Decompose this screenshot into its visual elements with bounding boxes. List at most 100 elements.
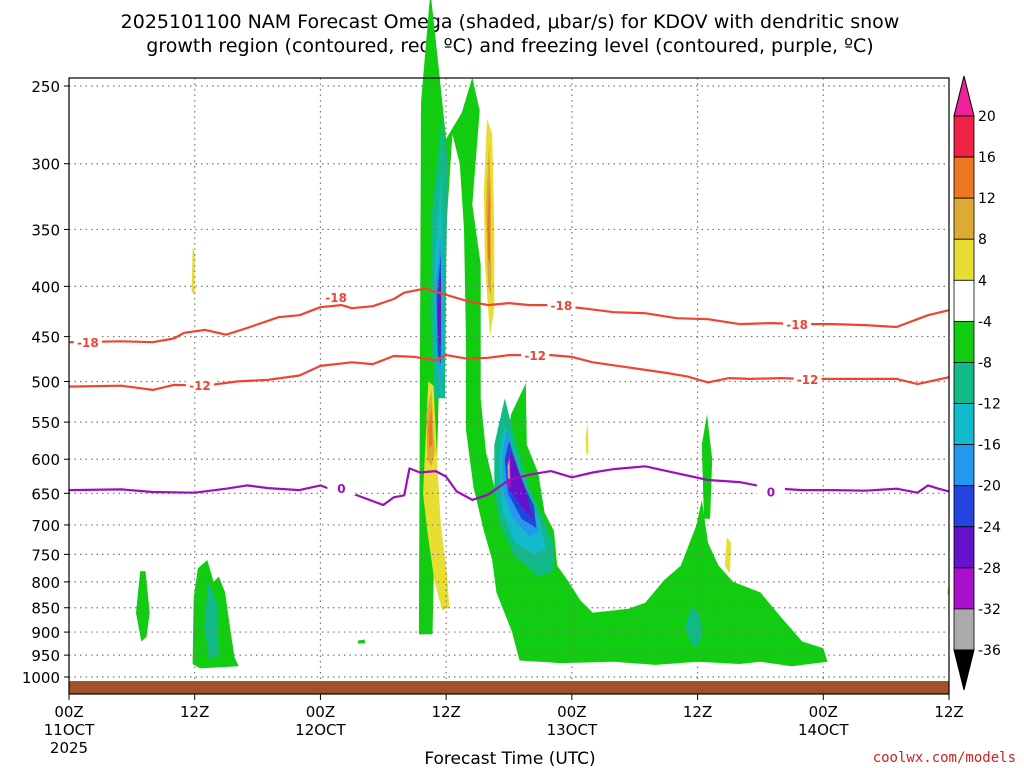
contour-line-2 [68, 465, 950, 507]
y-tick-label-1000: 1000 [22, 669, 60, 687]
y-tick-label-750: 750 [31, 546, 60, 564]
omega-shading-layer [136, 0, 949, 669]
y-tick-label-400: 400 [31, 278, 60, 296]
x-tick-label-36-0: 12Z [431, 703, 460, 721]
colorbar-label-5: -4 [978, 314, 992, 330]
y-tick-label-500: 500 [31, 374, 60, 392]
contour-line-0 [68, 287, 950, 344]
title-line-1: 2025101100 NAM Forecast Omega (shaded, μ… [121, 11, 900, 33]
contour-label-0-3: -18 [786, 318, 808, 332]
colorbar-band-9 [953, 485, 975, 528]
contour-label-1-1: -12 [524, 349, 546, 363]
colorbar-label-0: 20 [978, 109, 996, 125]
contour-label-bg-0-3 [783, 316, 812, 332]
omega-region-16 [506, 452, 534, 519]
colorbar-label-4: 4 [978, 273, 987, 289]
y-tick-label-700: 700 [31, 517, 60, 535]
grid-layer [69, 78, 949, 694]
contour-label-bg-1-0 [185, 376, 214, 392]
colorbar-band-6 [953, 362, 975, 404]
x-tick-label-0-0: 00Z [54, 703, 83, 721]
contour-label-1-2: -12 [797, 373, 819, 387]
x-tick-label-72-1: 14OCT [798, 721, 849, 739]
omega-region-21 [191, 247, 195, 295]
x-axis-title: Forecast Time (UTC) [424, 749, 595, 768]
omega-region-23 [724, 537, 732, 574]
title-group: 2025101100 NAM Forecast Omega (shaded, μ… [121, 11, 900, 57]
ground-surface-bar [69, 681, 949, 694]
x-tick-label-24-1: 12OCT [295, 721, 346, 739]
contour-label-0-0: -18 [77, 336, 99, 350]
x-tick-label-0-1: 11OCT [44, 721, 95, 739]
omega-region-27 [428, 406, 433, 449]
colorbar-band-3 [953, 238, 975, 281]
contour-label-0-2: -18 [551, 299, 573, 313]
contour-label-bg-2-1 [756, 483, 785, 499]
y-tick-label-600: 600 [31, 451, 60, 469]
contour-label-bg-0-2 [547, 297, 576, 313]
title-line-2: growth region (contoured, red, ºC) and f… [146, 35, 873, 57]
contour-label-bg-2-0 [327, 480, 356, 496]
x-tick-label-12-0: 12Z [180, 703, 209, 721]
x-tick-label-24-0: 00Z [306, 703, 335, 721]
colorbar-label-12: -32 [978, 602, 1001, 618]
contour-label-2-1: 0 [767, 485, 775, 499]
y-tick-label-250: 250 [31, 78, 60, 96]
x-tick-label-48-0: 00Z [557, 703, 586, 721]
contour-layer: -18 -18 -18 -18 -12 -12 -12 0 0 [68, 287, 950, 507]
contour-label-0-1: -18 [325, 291, 347, 305]
colorbar-label-7: -12 [978, 397, 1001, 413]
colorbar-band-8 [953, 444, 975, 487]
omega-region-4 [358, 639, 366, 644]
plot-frame [68, 77, 950, 695]
omega-region-7 [204, 581, 219, 660]
contour-line-1 [68, 354, 950, 391]
contour-label-bg-0-1 [322, 288, 351, 304]
colorbar-band-12 [953, 608, 975, 651]
colorbar-label-1: 16 [978, 150, 996, 166]
colorbar-label-2: 12 [978, 191, 996, 207]
colorbar-label-10: -24 [978, 520, 1001, 536]
y-tick-label-450: 450 [31, 329, 60, 347]
contour-label-2-0: 0 [337, 482, 345, 496]
omega-region-22 [585, 422, 589, 456]
x-tick-label-84-0: 12Z [934, 703, 963, 721]
contour-label-bg-0-0 [73, 334, 102, 350]
colorbar-label-11: -28 [978, 561, 1001, 577]
colorbar-band-5 [953, 320, 975, 363]
colorbar-band-7 [953, 403, 975, 446]
colorbar-label-3: 8 [978, 232, 987, 248]
colorbar-band-2 [953, 197, 975, 240]
colorbar-band-1 [953, 156, 975, 199]
colorbar-label-13: -36 [978, 643, 1001, 659]
x-tick-label-0-2: 2025 [50, 739, 88, 757]
colorbar-band-0 [953, 115, 975, 158]
y-tick-label-800: 800 [31, 574, 60, 592]
y-tick-label-350: 350 [31, 221, 60, 239]
colorbar-band-4 [953, 279, 975, 322]
colorbar-top-cap [953, 75, 975, 117]
omega-region-3 [701, 414, 713, 519]
x-tick-label-72-0: 00Z [809, 703, 838, 721]
x-tick-label-48-1: 13OCT [547, 721, 598, 739]
contour-label-1-0: -12 [189, 379, 211, 393]
colorbar-label-8: -16 [978, 438, 1001, 454]
omega-region-18 [507, 459, 510, 480]
x-tick-label-60-0: 12Z [683, 703, 712, 721]
y-tick-label-300: 300 [31, 156, 60, 174]
credit-text: coolwx.com/models [873, 750, 1016, 766]
colorbar-band-10 [953, 526, 975, 569]
y-tick-label-550: 550 [31, 414, 60, 432]
omega-region-2 [136, 571, 150, 642]
omega-region-28 [487, 177, 491, 265]
y-tick-label-950: 950 [31, 647, 60, 665]
contour-label-bg-1-2 [793, 370, 822, 386]
y-axis: 250 300 350 400 450 500 550 600 650 700 750 800 850 9… [22, 78, 69, 687]
colorbar-bottom-cap [953, 649, 975, 691]
omega-region-15 [437, 270, 441, 346]
colorbar-label-6: -8 [978, 355, 992, 371]
colorbar-label-9: -20 [978, 479, 1001, 495]
y-tick-label-650: 650 [31, 485, 60, 503]
